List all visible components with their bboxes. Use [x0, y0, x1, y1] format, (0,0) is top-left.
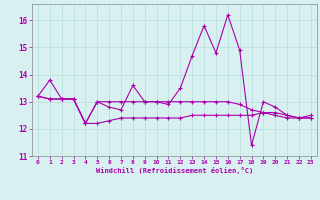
- X-axis label: Windchill (Refroidissement éolien,°C): Windchill (Refroidissement éolien,°C): [96, 167, 253, 174]
